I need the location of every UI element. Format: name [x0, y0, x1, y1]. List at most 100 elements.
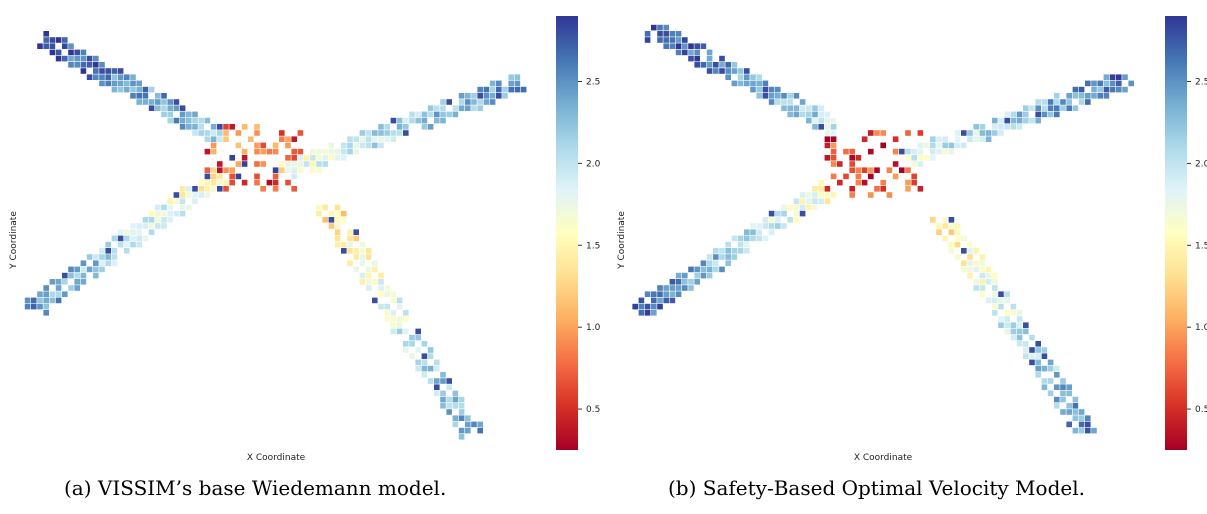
heatmap-cell: [179, 105, 186, 111]
heatmap-cell: [334, 155, 341, 161]
caption-a: (a) VISSIM’s base Wiedemann model.: [64, 476, 447, 500]
heatmap-cell: [396, 316, 403, 322]
heatmap-cell: [948, 248, 955, 254]
heatmap-cell: [130, 74, 136, 80]
heatmap-cell: [161, 217, 167, 223]
heatmap-cell: [80, 260, 87, 266]
heatmap-cell: [992, 130, 998, 136]
heatmap-cell: [334, 204, 341, 211]
heatmap-cell: [992, 291, 998, 297]
heatmap-cell: [186, 204, 192, 211]
heatmap-cell: [1010, 117, 1017, 124]
heatmap-cell: [700, 62, 707, 68]
heatmap-cell: [886, 192, 893, 198]
heatmap-cell: [880, 186, 886, 192]
heatmap-cell: [68, 272, 74, 279]
heatmap-cell: [111, 254, 118, 260]
heatmap-cell: [1072, 86, 1079, 93]
heatmap-cell: [750, 229, 756, 235]
heatmap-cell: [372, 142, 378, 149]
heatmap-cell: [477, 86, 483, 93]
heatmap-cell: [1122, 86, 1128, 93]
heatmap-cell: [1004, 310, 1010, 316]
heatmap-cell: [818, 198, 824, 204]
heatmap-cell: [93, 68, 99, 74]
heatmap-cell: [638, 297, 645, 304]
heatmap-cell: [502, 86, 508, 93]
heatmap-cell: [1004, 124, 1010, 130]
heatmap-cell: [861, 167, 868, 173]
heatmap-cell: [93, 272, 99, 279]
heatmap-cell: [117, 80, 124, 87]
heatmap-cell: [737, 235, 744, 242]
figure: X Coordinate Y Coordinate 0.5 1.0 1.5 2.0 2.…: [9, 16, 1207, 463]
heatmap-cell: [217, 167, 223, 173]
heatmap-cell: [688, 266, 694, 273]
heatmap-cell: [353, 142, 359, 149]
heatmap-cell: [787, 93, 793, 99]
heatmap-cell: [192, 198, 198, 204]
heatmap-cell: [179, 192, 186, 198]
heatmap-cell: [843, 173, 849, 180]
heatmap-cell: [775, 210, 781, 217]
heatmap-cell: [1041, 365, 1048, 372]
heatmap-cell: [359, 248, 366, 254]
heatmap-cell: [1004, 328, 1010, 335]
heatmap-cell: [440, 105, 446, 111]
heatmap-cell: [465, 415, 471, 421]
heatmap-cell: [452, 111, 459, 118]
heatmap-cell: [812, 204, 818, 211]
heatmap-cell: [669, 31, 676, 37]
heatmap-cell: [830, 192, 837, 198]
heatmap-cell: [793, 105, 800, 111]
heatmap-cell: [706, 254, 713, 260]
heatmap-cell: [942, 223, 948, 229]
heatmap-cell: [148, 217, 155, 223]
heatmap-cell: [1010, 310, 1017, 316]
heatmap-cell: [979, 285, 986, 291]
heatmap-cell: [1047, 365, 1054, 372]
heatmap-cell: [43, 31, 49, 37]
heatmap-cell: [68, 43, 74, 49]
colorbar-b: 0.5 1.0 1.5 2.0 2.5: [1165, 16, 1207, 450]
heatmap-cell: [793, 93, 800, 99]
heatmap-cell: [806, 204, 812, 211]
heatmap-cell: [812, 117, 818, 124]
heatmap-cell: [303, 161, 310, 167]
heatmap-cell: [359, 254, 366, 260]
heatmap-cell: [359, 142, 366, 149]
heatmap-cell: [936, 229, 942, 235]
heatmap-cell: [130, 93, 136, 99]
heatmap-cell: [508, 74, 514, 80]
heatmap-cell: [998, 130, 1004, 136]
heatmap-cell: [254, 161, 260, 167]
heatmap-cell: [744, 80, 750, 87]
heatmap-cell: [737, 248, 744, 254]
heatmap-cell: [1016, 334, 1023, 341]
heatmap-cell: [99, 248, 105, 254]
heatmap-cell: [948, 142, 955, 149]
heatmap-cell: [204, 130, 211, 136]
heatmap-cell: [1054, 105, 1060, 111]
heatmap-cell: [446, 99, 452, 105]
heatmap-cell: [179, 198, 186, 204]
heatmap-cell: [1085, 427, 1091, 434]
heatmap-cell: [973, 130, 979, 136]
heatmap-cell: [43, 291, 49, 297]
heatmap-cell: [1103, 74, 1110, 80]
heatmap-cell: [775, 223, 781, 229]
heatmap-cell: [799, 210, 806, 217]
heatmap-cell: [1085, 99, 1091, 105]
heatmap-cell: [117, 235, 124, 242]
heatmap-cell: [291, 148, 297, 155]
heatmap-cell: [124, 86, 130, 93]
heatmap-cell: [440, 117, 446, 124]
heatmap-cell: [1128, 80, 1134, 87]
heatmap-cell: [223, 124, 229, 130]
heatmap-cell: [396, 297, 403, 304]
heatmap-cell: [892, 148, 899, 155]
heatmap-cell: [80, 68, 87, 74]
heatmap-cell: [297, 155, 304, 161]
heatmap-cell: [217, 124, 223, 130]
heatmap-cell: [793, 198, 800, 204]
